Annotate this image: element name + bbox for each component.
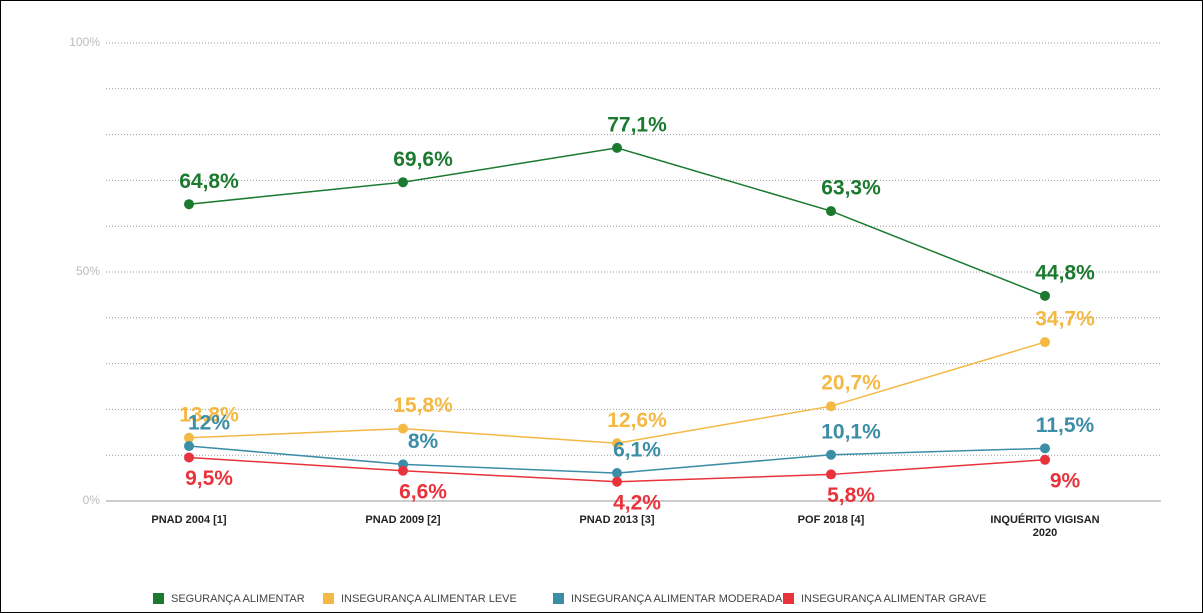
point xyxy=(398,177,408,188)
legend-swatch xyxy=(153,593,164,604)
data-label: 15,8% xyxy=(393,394,453,417)
point xyxy=(612,468,622,479)
data-label: 8% xyxy=(408,430,439,453)
data-label: 34,7% xyxy=(1035,308,1095,331)
point xyxy=(826,469,836,480)
point xyxy=(826,401,836,412)
data-label: 20,7% xyxy=(821,372,881,395)
data-label: 5,8% xyxy=(827,484,875,507)
legend-swatch xyxy=(553,593,564,604)
legend-swatch xyxy=(323,593,334,604)
point xyxy=(1040,337,1050,348)
point xyxy=(1040,443,1050,454)
series-line xyxy=(188,147,1046,297)
legend-label: INSEGURANÇA ALIMENTAR MODERADA xyxy=(571,593,783,605)
x-tick-label: PNAD 2004 [1] xyxy=(151,514,227,526)
legend-label: INSEGURANÇA ALIMENTAR GRAVE xyxy=(801,593,986,605)
point xyxy=(184,199,194,210)
data-label: 63,3% xyxy=(821,177,881,200)
y-tick-label: 100% xyxy=(69,35,100,49)
data-label: 4,2% xyxy=(613,491,661,514)
legend-label: SEGURANÇA ALIMENTAR xyxy=(171,593,305,605)
data-label: 10,1% xyxy=(821,420,881,443)
data-label: 11,5% xyxy=(1036,414,1095,437)
point xyxy=(398,465,408,476)
point xyxy=(1040,290,1050,301)
point xyxy=(184,452,194,463)
y-tick-label: 0% xyxy=(83,493,101,507)
point xyxy=(612,142,622,153)
x-tick-label: PNAD 2013 [3] xyxy=(579,514,655,526)
data-label: 9,5% xyxy=(185,467,233,490)
x-tick-label: INQUÉRITO VIGISAN 2020 xyxy=(990,514,1100,539)
data-label: 77,1% xyxy=(607,113,667,136)
point xyxy=(612,438,622,449)
point xyxy=(612,476,622,487)
point xyxy=(826,449,836,460)
point xyxy=(184,441,194,452)
x-tick-label: PNAD 2009 [2] xyxy=(365,514,441,526)
data-label: 6,6% xyxy=(399,480,447,503)
data-label: 69,6% xyxy=(393,148,453,171)
point xyxy=(398,423,408,434)
data-label: 64,8% xyxy=(179,170,239,193)
data-label: 6,1% xyxy=(613,439,661,462)
data-label: 13,8% xyxy=(179,403,239,426)
legend-label: INSEGURANÇA ALIMENTAR LEVE xyxy=(341,593,517,605)
y-tick-label: 50% xyxy=(76,264,100,278)
point xyxy=(184,432,194,443)
data-label: 12,6% xyxy=(607,409,667,432)
data-label: 44,8% xyxy=(1035,261,1095,284)
data-label: 9% xyxy=(1050,469,1081,492)
point xyxy=(1040,454,1050,465)
legend-swatch xyxy=(783,593,794,604)
x-tick-label: POF 2018 [4] xyxy=(797,514,865,526)
point xyxy=(826,206,836,217)
data-label: 12% xyxy=(188,412,230,435)
